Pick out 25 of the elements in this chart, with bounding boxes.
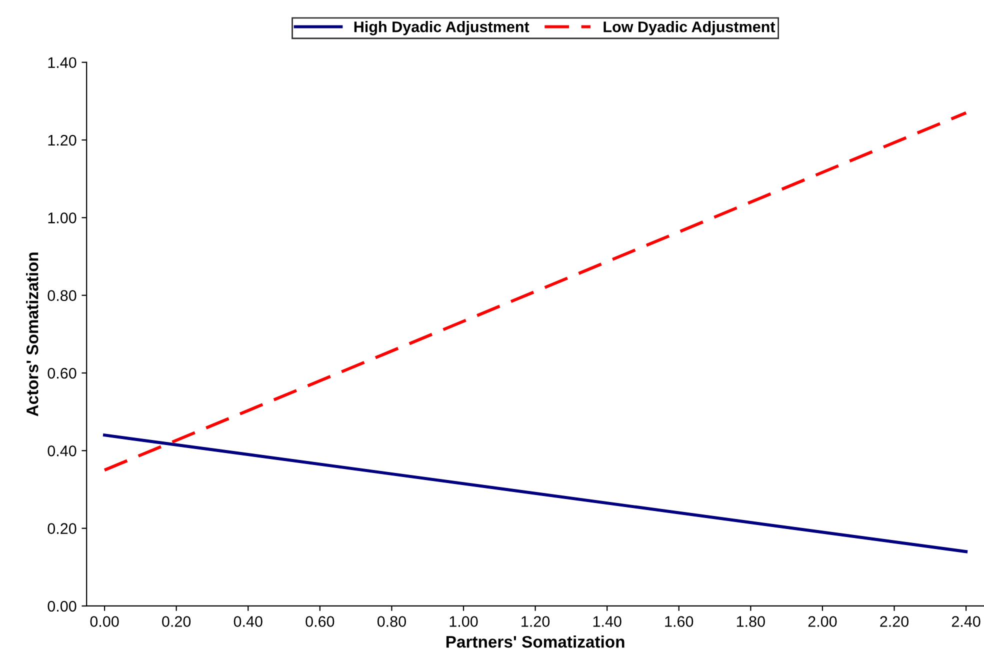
- x-tick-label: 0.00: [90, 616, 119, 627]
- x-tick-label: 1.00: [450, 616, 478, 627]
- y-tick-label: 0.80: [48, 290, 76, 302]
- x-tick-label: 0.20: [162, 616, 191, 627]
- y-axis-title: Actors' Somatization: [26, 252, 38, 416]
- x-tick-label: 1.40: [593, 616, 622, 627]
- x-tick-label: 2.40: [952, 616, 980, 627]
- y-tick-label: 0.00: [48, 600, 76, 612]
- y-tick-label: 1.00: [48, 212, 76, 224]
- x-tick-label: 0.40: [234, 616, 262, 627]
- y-tick-label: 0.60: [48, 368, 76, 379]
- y-tick-label: 0.40: [48, 446, 76, 456]
- x-tick-label: 1.80: [736, 616, 765, 627]
- y-tick-label: 0.20: [48, 523, 76, 534]
- y-tick-label: 1.40: [48, 57, 76, 68]
- y-tick-label: 1.20: [48, 134, 76, 146]
- x-tick-label: 1.60: [665, 616, 694, 627]
- x-tick-label: 2.20: [880, 616, 909, 627]
- x-axis-title: Partners' Somatization: [446, 636, 624, 648]
- x-tick-label: 0.80: [377, 616, 406, 627]
- legend-label: Low Dyadic Adjustment: [604, 21, 776, 36]
- x-tick-label: 0.60: [306, 616, 334, 627]
- legend-label: High Dyadic Adjustment: [354, 21, 530, 36]
- x-tick-label: 1.20: [522, 616, 550, 627]
- x-tick-label: 2.00: [808, 616, 837, 627]
